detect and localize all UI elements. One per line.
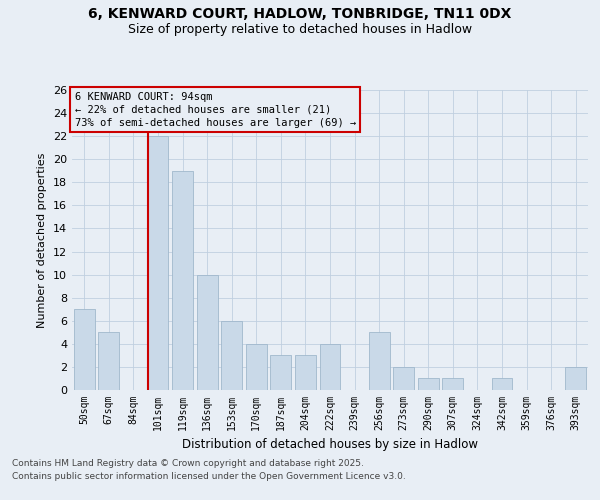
Bar: [320, 344, 340, 390]
Bar: [393, 367, 414, 390]
Text: 6 KENWARD COURT: 94sqm
← 22% of detached houses are smaller (21)
73% of semi-det: 6 KENWARD COURT: 94sqm ← 22% of detached…: [74, 92, 356, 128]
Bar: [491, 378, 512, 390]
Bar: [197, 274, 218, 390]
Bar: [221, 321, 242, 390]
Bar: [295, 356, 316, 390]
Bar: [246, 344, 267, 390]
Text: 6, KENWARD COURT, HADLOW, TONBRIDGE, TN11 0DX: 6, KENWARD COURT, HADLOW, TONBRIDGE, TN1…: [88, 8, 512, 22]
Bar: [565, 367, 586, 390]
Text: Contains HM Land Registry data © Crown copyright and database right 2025.: Contains HM Land Registry data © Crown c…: [12, 458, 364, 468]
Bar: [418, 378, 439, 390]
Y-axis label: Number of detached properties: Number of detached properties: [37, 152, 47, 328]
Bar: [98, 332, 119, 390]
Bar: [271, 356, 292, 390]
Text: Contains public sector information licensed under the Open Government Licence v3: Contains public sector information licen…: [12, 472, 406, 481]
Bar: [148, 136, 169, 390]
Bar: [74, 309, 95, 390]
Bar: [442, 378, 463, 390]
Text: Size of property relative to detached houses in Hadlow: Size of property relative to detached ho…: [128, 22, 472, 36]
X-axis label: Distribution of detached houses by size in Hadlow: Distribution of detached houses by size …: [182, 438, 478, 452]
Bar: [172, 171, 193, 390]
Bar: [368, 332, 389, 390]
